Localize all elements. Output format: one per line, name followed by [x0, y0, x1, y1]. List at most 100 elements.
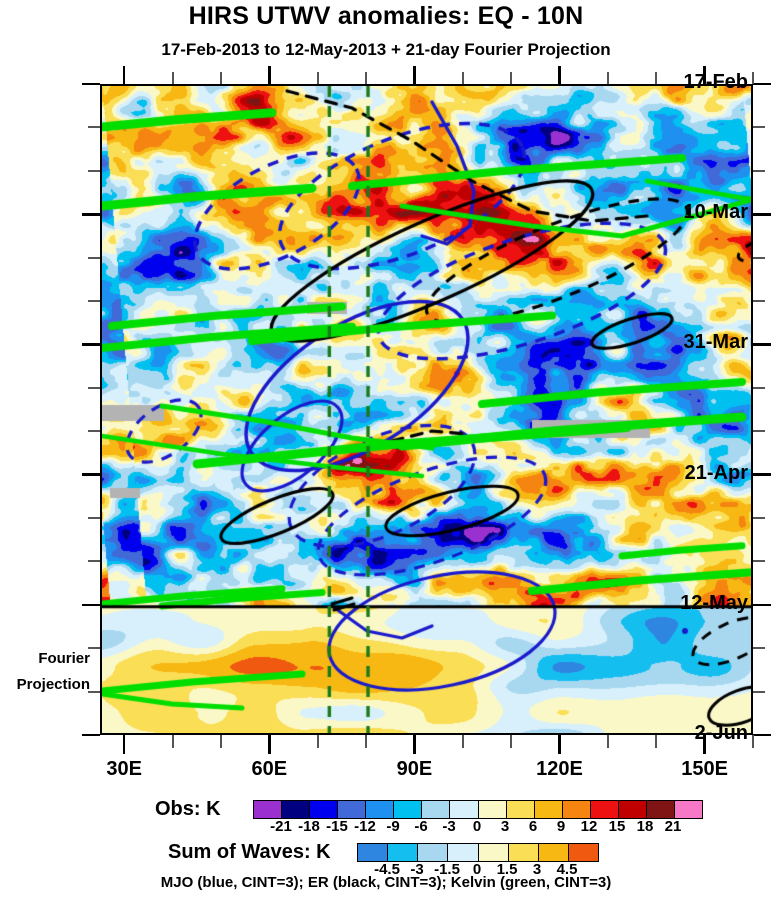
x-tick-major	[703, 735, 706, 754]
page-subtitle: 17-Feb-2013 to 12-May-2013 + 21-day Four…	[161, 40, 611, 59]
fourier-projection-label: Fourier	[38, 650, 90, 667]
colorbar-tick-label: 3	[532, 861, 542, 878]
x-tick-major-top	[413, 66, 416, 84]
x-tick-major	[268, 735, 271, 754]
x-tick-major-top	[703, 66, 706, 84]
colorbar-obs-swatches	[253, 800, 703, 819]
y-tick-minor	[88, 256, 100, 259]
x-tick-minor-top	[316, 72, 319, 84]
x-tick-minor	[316, 735, 319, 748]
colorbar-sum-of-waves-label: Sum of Waves: K	[168, 841, 331, 863]
x-tick-label: 120E	[536, 758, 583, 780]
x-tick-major	[122, 735, 126, 754]
colorbar-swatch	[537, 844, 568, 861]
x-tick-label: 150E	[681, 758, 728, 780]
colorbar-tick-label: -3	[442, 818, 456, 835]
y-tick-label: 17-Feb	[683, 71, 748, 93]
y-tick-major	[82, 733, 100, 737]
x-tick-label: 30E	[106, 758, 142, 780]
colorbar-swatch	[505, 801, 534, 818]
y-tick-major-right	[753, 213, 771, 216]
y-tick-major	[82, 213, 100, 216]
colorbar-swatch	[589, 801, 618, 818]
fourier-projection-label: Projection	[16, 676, 90, 693]
colorbar-tick-label: 12	[580, 818, 598, 835]
wave-legend-caption: MJO (blue, CINT=3); ER (black, CINT=3); …	[160, 874, 612, 891]
x-tick-major-top	[558, 66, 561, 84]
colorbar-swatch	[673, 801, 702, 818]
y-tick-minor-right	[753, 560, 765, 563]
y-tick-major	[82, 473, 100, 476]
y-tick-minor	[88, 126, 100, 129]
colorbar-tick-label: -15	[326, 818, 348, 835]
y-tick-minor	[88, 647, 100, 650]
colorbar-tick-label: -18	[298, 818, 320, 835]
x-tick-minor	[171, 735, 174, 748]
colorbar-tick-label: -1.5	[434, 861, 460, 878]
y-tick-minor	[88, 386, 100, 389]
colorbar-swatch	[281, 801, 310, 818]
y-tick-minor-right	[753, 517, 765, 519]
y-tick-minor-right	[753, 169, 765, 172]
colorbar-swatch	[449, 801, 478, 818]
x-tick-minor-top	[606, 72, 609, 84]
colorbar-swatch	[477, 844, 508, 861]
y-tick-minor	[88, 169, 100, 172]
y-tick-minor-right	[753, 386, 765, 389]
colorbar-sum-of-waves: Sum of Waves: K -4.5 -3 -1.5 0 1.5 3 4.5	[0, 841, 772, 887]
colorbar-swatch	[358, 844, 388, 861]
colorbar-swatch	[337, 801, 366, 818]
colorbar-swatch	[645, 801, 674, 818]
colorbar-tick-label: -6	[414, 818, 428, 835]
colorbar-swatch	[254, 801, 282, 818]
y-tick-label: 2-Jun	[694, 722, 748, 744]
x-tick-minor	[461, 735, 464, 748]
x-tick-minor	[655, 735, 658, 748]
colorbar-swatch	[447, 844, 478, 861]
colorbar-tick-label: -9	[386, 818, 400, 835]
x-tick-minor	[606, 735, 609, 748]
x-tick-minor-top	[655, 72, 658, 84]
page-title: HIRS UTWV anomalies: EQ - 10N	[188, 2, 584, 30]
colorbar-swatch	[421, 801, 450, 818]
y-tick-minor	[88, 690, 100, 693]
colorbar-swatch	[507, 844, 538, 861]
colorbar-tick-label: 6	[528, 818, 538, 835]
y-tick-label: 10-Mar	[683, 201, 748, 224]
y-tick-label: 31-Mar	[683, 331, 748, 354]
y-tick-major-right	[753, 603, 771, 607]
y-tick-major-right	[753, 733, 771, 737]
x-tick-major-top	[268, 66, 271, 84]
colorbar-tick-label: 15	[608, 818, 626, 835]
colorbar-swatch	[417, 844, 448, 861]
colorbar-tick-label: 3	[500, 818, 510, 835]
colorbar-obs-label: Obs: K	[155, 798, 221, 820]
x-tick-major	[413, 735, 416, 754]
y-tick-major	[82, 603, 100, 607]
colorbar-tick-label: -21	[270, 818, 292, 835]
colorbar-sum-of-waves-ticks: -4.5 -3 -1.5 0 1.5 3 4.5	[357, 861, 597, 883]
y-tick-minor-right	[753, 256, 765, 259]
colorbar-swatch	[561, 801, 590, 818]
colorbar-tick-label: 0	[472, 818, 482, 835]
colorbar-swatch	[387, 844, 418, 861]
colorbar-swatch	[309, 801, 338, 818]
y-tick-minor-right	[753, 647, 765, 650]
x-tick-minor-top	[510, 72, 513, 84]
colorbar-tick-label: 18	[636, 818, 654, 835]
y-tick-minor	[88, 517, 100, 519]
colorbar-obs: Obs: K -21 -18 -15 -12 -9 -6 -3 0 3 6 9 12 15 18 21	[0, 798, 772, 844]
x-tick-minor	[365, 735, 368, 748]
plot-canvas-wrap	[102, 86, 751, 733]
y-tick-minor	[88, 430, 100, 433]
y-tick-major-right	[753, 473, 771, 476]
x-tick-label: 90E	[396, 758, 433, 780]
colorbar-tick-label: -12	[354, 818, 376, 835]
y-tick-minor	[88, 560, 100, 563]
colorbar-swatch	[365, 801, 394, 818]
colorbar-tick-label: 0	[472, 861, 482, 878]
colorbar-tick-label: -3	[410, 861, 424, 878]
x-tick-minor-top	[365, 72, 368, 84]
colorbar-sum-of-waves-swatches	[357, 843, 599, 862]
